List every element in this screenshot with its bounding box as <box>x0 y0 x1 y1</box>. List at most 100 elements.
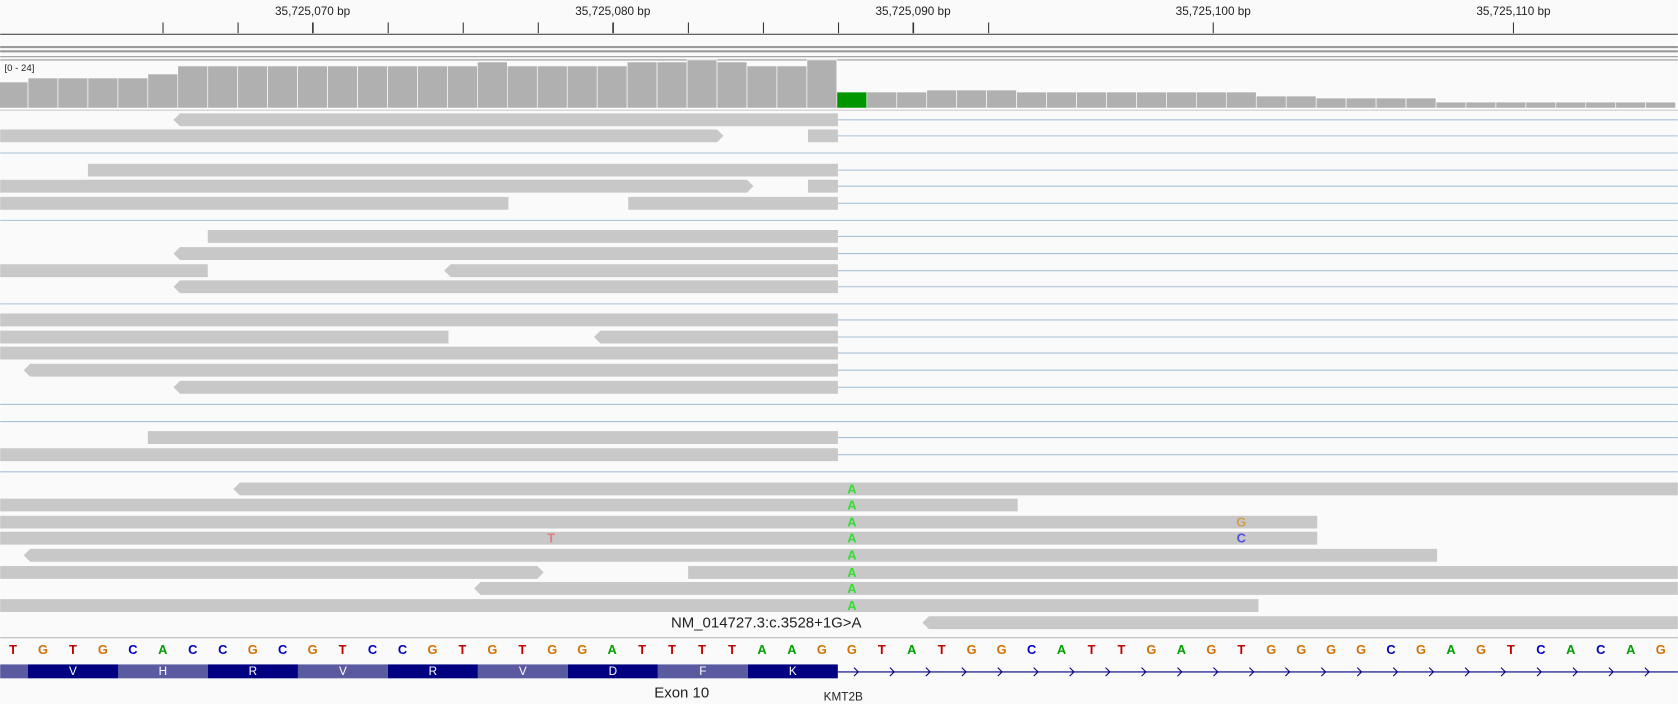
coverage-bar <box>776 65 808 109</box>
coverage-bar <box>986 89 1017 109</box>
read <box>173 280 838 294</box>
reference-base: T <box>69 642 77 657</box>
coverage-bar <box>1615 101 1647 109</box>
coverage-bar <box>447 65 478 109</box>
reference-base: T <box>668 642 676 657</box>
coverage-bar <box>417 65 448 109</box>
strand-arrow <box>1356 667 1363 677</box>
coverage-bar <box>1645 101 1676 109</box>
coverage-bar <box>1495 101 1527 109</box>
reference-base: C <box>1536 642 1545 657</box>
read <box>0 599 1259 612</box>
read <box>0 129 724 143</box>
codon <box>28 664 118 679</box>
coverage-bar <box>1465 101 1497 109</box>
reference-base: T <box>638 642 646 657</box>
coverage-bar <box>177 65 209 109</box>
amino-acid: H <box>159 665 168 678</box>
reference-base: C <box>188 642 197 657</box>
coverage-bar <box>596 65 628 109</box>
coverage-bar <box>1285 95 1317 109</box>
strand-arrow <box>1392 667 1399 677</box>
strand-arrow <box>1213 667 1219 677</box>
reference-base: C <box>398 642 407 657</box>
coverage-bar <box>1106 91 1137 109</box>
coverage-bar <box>1016 91 1047 109</box>
strand-arrow <box>1644 667 1650 677</box>
reference-base: T <box>878 642 886 657</box>
coverage-bar <box>1525 101 1557 109</box>
read <box>922 616 1678 630</box>
read <box>173 113 838 127</box>
mismatch-base: T <box>547 531 555 546</box>
read <box>474 582 1678 595</box>
coverage-bar <box>626 61 658 109</box>
coverage-bar <box>297 65 328 109</box>
read <box>0 515 1318 529</box>
mismatch-base: A <box>847 548 856 563</box>
reference-base: C <box>278 642 287 657</box>
read <box>0 565 544 579</box>
strand-arrow <box>1141 667 1147 677</box>
reference-base: T <box>938 642 946 657</box>
coverage-bar <box>507 65 538 109</box>
read <box>0 264 208 278</box>
reference-base: T <box>1088 642 1096 657</box>
read <box>233 482 1678 496</box>
coverage-bar <box>896 91 928 109</box>
reference-base: T <box>518 642 526 657</box>
amino-acid: R <box>249 665 257 678</box>
mismatch-base: G <box>1236 515 1246 530</box>
reference-base: T <box>1507 642 1515 657</box>
amino-acid: R <box>429 665 438 678</box>
coverage-bar <box>27 77 59 109</box>
coverage-bar <box>387 65 418 109</box>
reference-base: G <box>967 642 977 657</box>
coverage-bar <box>1405 97 1437 109</box>
mismatch-base: C <box>1237 531 1246 546</box>
strand-arrow <box>1105 667 1111 677</box>
read <box>0 346 838 360</box>
amino-acid: D <box>609 665 617 678</box>
read <box>0 498 1018 512</box>
coverage-bar <box>746 65 778 109</box>
read <box>0 179 754 193</box>
reference-base: C <box>1596 642 1605 657</box>
coverage-range: [0 - 24] <box>4 63 34 74</box>
coverage-bar <box>716 61 748 109</box>
read <box>173 247 838 260</box>
reference-base: A <box>1566 642 1575 657</box>
reference-base: T <box>728 642 736 657</box>
reference-base: A <box>1177 642 1186 657</box>
coverage-bar <box>267 65 298 109</box>
coverage-bar <box>1136 91 1167 109</box>
coverage-bar <box>477 61 508 109</box>
coverage-bar <box>926 89 958 109</box>
coverage-bar <box>87 77 119 109</box>
read <box>87 163 838 177</box>
reference-base: G <box>577 642 587 657</box>
coverage-bar <box>57 77 89 109</box>
mismatch-base: A <box>847 531 856 546</box>
reference-base: A <box>1446 642 1455 657</box>
reference-base: G <box>1266 642 1276 657</box>
coverage-bar <box>1076 91 1107 109</box>
reference-base: T <box>1118 642 1126 657</box>
mismatch-base: A <box>847 497 856 512</box>
coverage-bar <box>357 65 388 109</box>
reference-base: G <box>1296 642 1306 657</box>
coverage-bar <box>1196 91 1227 109</box>
read <box>807 129 838 143</box>
strand-arrow <box>1249 667 1255 677</box>
codon <box>567 664 658 679</box>
coverage-bar <box>117 77 149 109</box>
strand-arrow <box>997 667 1003 677</box>
coverage-bar <box>237 65 268 109</box>
ruler-label: 35,725,090 bp <box>875 5 951 18</box>
read <box>444 264 838 278</box>
reference-base: G <box>1146 642 1156 657</box>
reference-base: G <box>98 642 108 657</box>
coverage-bar <box>1585 101 1617 109</box>
coverage-bar <box>207 65 239 109</box>
amino-acid: F <box>699 665 706 678</box>
